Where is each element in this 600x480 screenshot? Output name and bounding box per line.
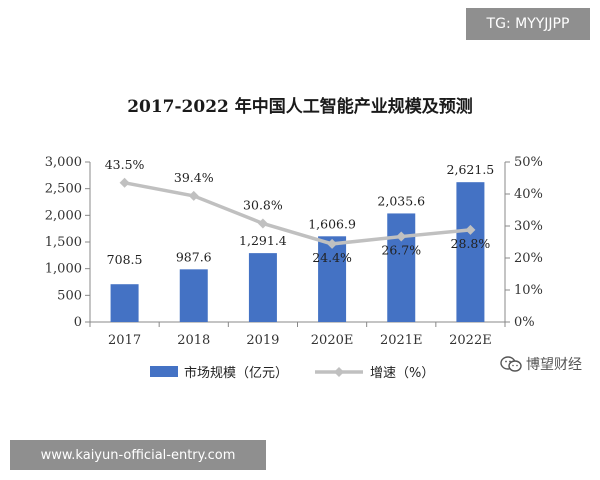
source-watermark: 博望财经 <box>500 354 582 374</box>
y-left-tick-label: 2,500 <box>45 182 82 197</box>
growth-point <box>327 238 338 249</box>
y-left-tick-label: 2,000 <box>45 208 82 223</box>
bar <box>456 182 485 322</box>
x-tick-label: 2018 <box>177 333 210 348</box>
y-right-tick-label: 50% <box>514 155 543 170</box>
bar-data-label: 2,035.6 <box>377 193 425 208</box>
x-tick-label: 2020E <box>311 333 354 348</box>
legend-swatch-bar <box>150 366 178 377</box>
line-data-label: 39.4% <box>174 170 214 185</box>
y-right-tick-label: 10% <box>514 283 543 298</box>
url-text: www.kaiyun-official-entry.com <box>40 447 236 463</box>
legend-swatch-marker <box>334 367 344 377</box>
line-data-label: 24.4% <box>312 250 352 265</box>
bar-data-label: 987.6 <box>176 249 212 264</box>
bar <box>110 284 139 322</box>
legend-label-bar: 市场规模（亿元） <box>184 365 288 381</box>
y-right-tick-label: 30% <box>514 219 543 234</box>
growth-point <box>119 177 130 188</box>
line-data-label: 28.8% <box>451 236 491 251</box>
bar <box>387 213 416 322</box>
y-left-tick-label: 1,500 <box>45 235 82 250</box>
growth-point <box>465 224 476 235</box>
tg-tag-badge: TG: MYYJJPP <box>466 8 590 40</box>
x-tick-label: 2019 <box>246 333 279 348</box>
growth-point <box>257 218 268 229</box>
line-data-label: 43.5% <box>105 157 145 172</box>
watermark-text: 博望财经 <box>526 357 582 373</box>
x-tick-label: 2021E <box>380 333 423 348</box>
url-badge: www.kaiyun-official-entry.com <box>10 440 266 470</box>
bar <box>248 253 277 322</box>
bar-data-label: 1,291.4 <box>239 233 287 248</box>
y-right-tick-label: 0% <box>514 315 535 330</box>
y-right-tick-label: 20% <box>514 251 543 266</box>
line-data-label: 26.7% <box>381 243 421 258</box>
legend-label-line: 增速（%） <box>370 366 434 381</box>
bar-data-label: 2,621.5 <box>447 162 495 177</box>
growth-point <box>188 190 199 201</box>
y-left-tick-label: 1,000 <box>45 262 82 277</box>
x-tick-label: 2022E <box>449 333 492 348</box>
bar <box>179 269 208 322</box>
line-data-label: 30.8% <box>243 197 283 212</box>
growth-line <box>124 181 471 246</box>
y-right-tick-label: 40% <box>514 187 543 202</box>
growth-point <box>396 231 407 242</box>
bar <box>318 236 347 322</box>
y-left-tick-label: 500 <box>57 288 82 303</box>
y-left-tick-label: 3,000 <box>45 155 82 170</box>
x-tick-label: 2017 <box>108 333 141 348</box>
y-left-tick-label: 0 <box>74 315 82 330</box>
chart-title: 2017-2022 年中国人工智能产业规模及预测 <box>127 97 473 117</box>
bar-data-label: 708.5 <box>107 252 143 267</box>
tg-tag-text: TG: MYYJJPP <box>486 16 570 32</box>
wechat-icon <box>500 356 522 372</box>
bar-data-label: 1,606.9 <box>308 216 356 231</box>
